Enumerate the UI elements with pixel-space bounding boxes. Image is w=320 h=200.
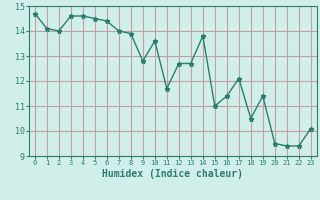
X-axis label: Humidex (Indice chaleur): Humidex (Indice chaleur) — [102, 169, 243, 179]
